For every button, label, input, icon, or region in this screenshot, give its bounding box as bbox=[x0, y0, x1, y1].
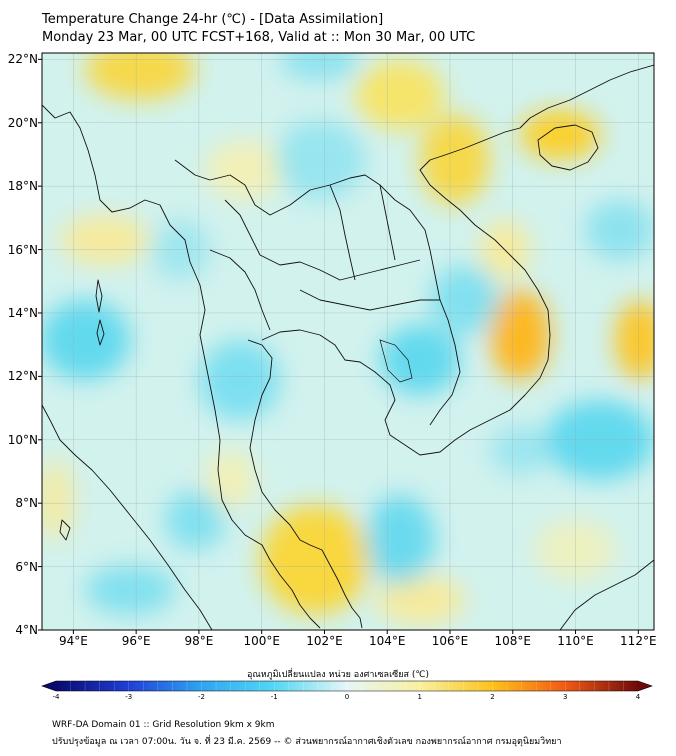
colorbar-tick: 1 bbox=[417, 693, 422, 701]
lat-label: 6°N bbox=[15, 559, 38, 574]
lat-label: 16°N bbox=[7, 242, 38, 257]
colorbar-tick: -2 bbox=[198, 693, 205, 701]
lon-label: 94°E bbox=[58, 634, 88, 648]
colorbar-max-arrow bbox=[638, 681, 652, 691]
map-subtitle: Monday 23 Mar, 00 UTC FCST+168, Valid at… bbox=[42, 30, 476, 45]
colorbar-tick: -4 bbox=[52, 693, 60, 701]
lon-label: 102°E bbox=[306, 634, 343, 648]
credits: ปรับปรุงข้อมูล ณ เวลา 07:00น. วัน จ. ที่… bbox=[52, 737, 562, 747]
lon-label: 104°E bbox=[368, 634, 406, 648]
lat-label: 4°N bbox=[15, 623, 38, 637]
inland-lakes bbox=[379, 339, 413, 383]
colorbar bbox=[41, 680, 653, 692]
axis-ticks bbox=[38, 58, 639, 634]
lat-label: 18°N bbox=[7, 179, 38, 194]
lat-label: 20°N bbox=[7, 115, 38, 130]
lon-label: 96°E bbox=[121, 634, 151, 648]
map-frame bbox=[41, 52, 655, 631]
colorbar-tick: 4 bbox=[635, 693, 641, 701]
lon-label: 112°E bbox=[620, 634, 657, 648]
lat-label: 22°N bbox=[7, 52, 38, 67]
colorbar-tick: -3 bbox=[125, 693, 133, 701]
lon-label: 100°E bbox=[243, 634, 280, 648]
map-title: Temperature Change 24-hr (℃) - [Data Ass… bbox=[42, 12, 384, 27]
colorbar-min-arrow bbox=[42, 681, 56, 691]
lat-label: 12°N bbox=[7, 369, 38, 384]
lon-label: 108°E bbox=[494, 634, 532, 648]
colorbar-outline bbox=[41, 680, 653, 692]
colorbar-tick: 0 bbox=[344, 693, 350, 701]
coastlines-and-borders bbox=[42, 64, 654, 630]
lat-label: 8°N bbox=[15, 496, 38, 511]
colorbar-tick: 3 bbox=[563, 693, 568, 701]
lat-label: 10°N bbox=[7, 432, 38, 447]
lat-label: 14°N bbox=[7, 305, 38, 320]
colorbar-title: อุณหภูมิเปลี่ยนแปลง หน่วย องศาเซลเซียส (… bbox=[246, 670, 430, 680]
model-info: WRF-DA Domain 01 :: Grid Resolution 9km … bbox=[52, 720, 275, 730]
lon-label: 106°E bbox=[431, 634, 469, 648]
colorbar-tick: -1 bbox=[270, 693, 278, 701]
lon-label: 110°E bbox=[557, 634, 594, 648]
temperature-field bbox=[42, 53, 654, 625]
lon-label: 98°E bbox=[184, 634, 214, 648]
colorbar-tick: 2 bbox=[490, 693, 495, 701]
